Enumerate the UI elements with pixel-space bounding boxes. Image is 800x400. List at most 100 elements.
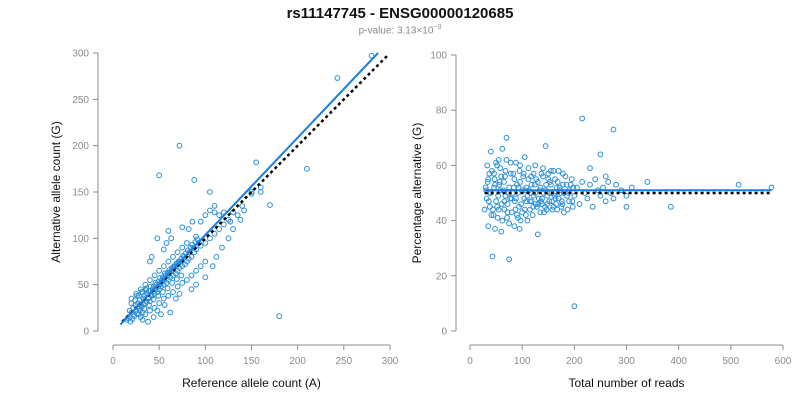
p-value-text: p-value: 3.13×10 (358, 25, 434, 37)
data-point (207, 207, 213, 214)
data-point (151, 272, 158, 279)
data-point (550, 203, 557, 210)
data-point (496, 181, 503, 188)
data-point (519, 209, 526, 216)
data-point (164, 285, 171, 292)
data-point (498, 173, 505, 180)
data-point (534, 231, 541, 238)
data-point (507, 159, 514, 166)
y-tick-label: 60 (436, 161, 448, 172)
data-point (667, 203, 674, 210)
data-point (522, 212, 529, 218)
data-point (213, 253, 220, 260)
data-point (501, 179, 507, 185)
data-point (499, 145, 506, 152)
data-point (544, 201, 551, 207)
data-point (183, 240, 190, 246)
data-point (623, 192, 630, 199)
y-axis-label: Alternative allele count (G) (49, 121, 63, 262)
x-tick-label: 0 (110, 356, 116, 367)
data-point (528, 173, 534, 180)
fit-line (119, 52, 379, 326)
data-point (494, 214, 501, 221)
chart-title: rs11147745 - ENSG00000120685 (286, 5, 514, 22)
data-point (628, 184, 635, 191)
data-point (571, 303, 578, 310)
data-point (517, 162, 523, 169)
y-tick-label: 20 (436, 271, 448, 282)
data-point (511, 176, 518, 183)
data-point (503, 156, 510, 163)
data-point (554, 206, 561, 213)
x-axis-label: Reference allele count (A) (182, 376, 321, 390)
data-point (589, 203, 596, 210)
data-point (516, 225, 523, 232)
data-point (497, 165, 504, 172)
data-point (135, 292, 142, 299)
data-point (491, 176, 498, 183)
data-point (525, 165, 532, 172)
data-point (530, 203, 537, 210)
data-point (562, 173, 569, 180)
data-point (489, 253, 496, 260)
data-point (147, 307, 153, 314)
data-point (768, 184, 775, 191)
data-point (179, 244, 186, 251)
data-point (139, 316, 146, 323)
data-point (484, 162, 491, 169)
data-point (558, 198, 565, 205)
data-point (569, 198, 576, 205)
data-point (143, 298, 150, 305)
data-point (237, 216, 244, 223)
data-point (512, 206, 519, 213)
data-point (528, 181, 535, 188)
data-point (520, 170, 527, 177)
data-point (539, 195, 545, 202)
data-point (610, 195, 617, 202)
data-point (486, 170, 493, 177)
y-tick-label: 250 (72, 95, 89, 106)
data-point (160, 295, 167, 302)
data-point (178, 272, 185, 279)
data-point (174, 249, 181, 256)
data-point (563, 181, 570, 188)
data-point (504, 201, 511, 207)
y-tick-label: 300 (72, 49, 89, 60)
data-point (587, 181, 593, 188)
data-point (202, 240, 209, 246)
data-point (493, 198, 499, 205)
data-point (209, 263, 216, 270)
data-point (216, 226, 223, 232)
data-point (151, 304, 158, 311)
data-point (179, 279, 186, 286)
y-axis-label: Percentage alternative (G) (410, 123, 424, 264)
data-point (188, 272, 195, 279)
data-point (160, 263, 167, 270)
data-point (493, 159, 499, 166)
data-point (503, 134, 510, 141)
data-point (600, 184, 606, 191)
data-point (487, 148, 494, 155)
data-point (576, 201, 583, 207)
data-point (538, 170, 545, 177)
x-tick-label: 600 (775, 356, 792, 367)
data-point (146, 302, 152, 308)
data-point (558, 203, 565, 210)
data-point (220, 221, 227, 228)
data-point (143, 285, 150, 292)
data-point (520, 173, 527, 180)
data-point (160, 246, 167, 253)
data-point (167, 309, 174, 316)
data-point (193, 281, 200, 288)
data-point (496, 179, 503, 185)
data-point (207, 235, 213, 242)
data-point (239, 203, 246, 209)
data-point (156, 300, 163, 307)
data-point (504, 214, 510, 221)
data-point (128, 300, 135, 307)
y-tick-label: 150 (72, 188, 89, 199)
data-point (552, 195, 559, 202)
data-point (527, 206, 533, 213)
data-point (145, 318, 151, 325)
data-point (543, 206, 550, 213)
